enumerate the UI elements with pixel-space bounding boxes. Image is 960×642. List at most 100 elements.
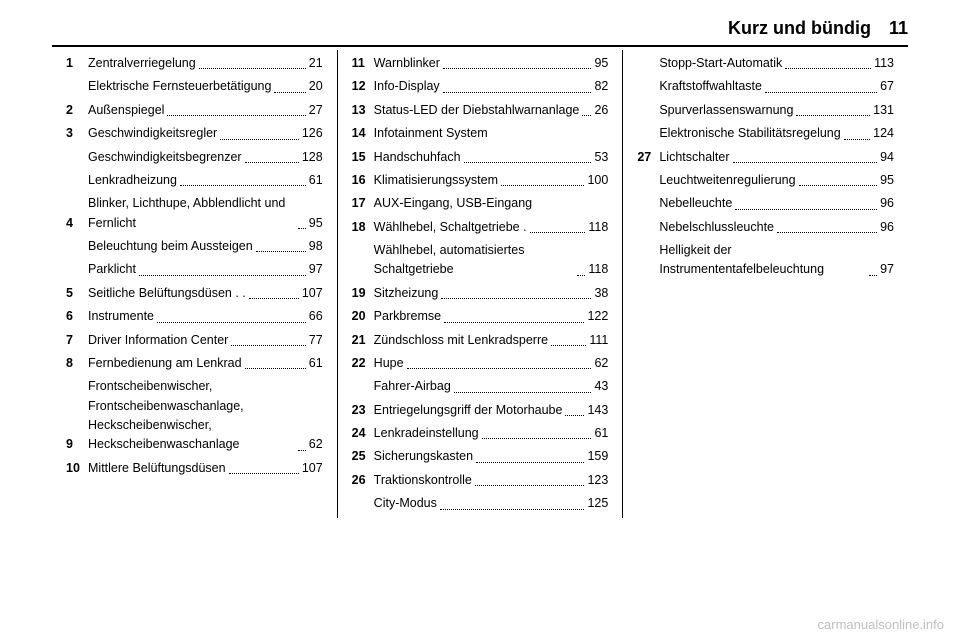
toc-entry: 4Blinker, Lichthupe, Abblendlicht und Fe… [66, 194, 323, 233]
toc-entry: 26Traktionskontrolle123 [352, 471, 609, 490]
entry-label: Wählhebel, Schaltgetriebe . [374, 218, 527, 237]
toc-entry: 2Außenspiegel27 [66, 101, 323, 120]
entry-page: 82 [594, 77, 608, 96]
toc-entry: 19Sitzheizung38 [352, 284, 609, 303]
entry-page: 61 [309, 171, 323, 190]
toc-entry: 25Sicherungskasten159 [352, 447, 609, 466]
leader-dots [298, 450, 306, 451]
entry-number: 26 [352, 471, 374, 490]
entry-page: 100 [587, 171, 608, 190]
entry-number: 9 [66, 435, 88, 454]
header-rule [52, 45, 908, 47]
toc-entry: Parklicht97 [66, 260, 323, 279]
entry-number: 16 [352, 171, 374, 190]
entry-page: 96 [880, 218, 894, 237]
toc-entry: Nebelschlussleuchte 96 [637, 218, 894, 237]
entry-label: Zündschloss mit Lenkradsperre [374, 331, 548, 350]
leader-dots [582, 115, 591, 116]
leader-dots [565, 415, 584, 416]
leader-dots [157, 322, 306, 323]
toc-entry: City-Modus 125 [352, 494, 609, 513]
entry-page: 159 [587, 447, 608, 466]
entry-number: 8 [66, 354, 88, 373]
entry-page: 125 [587, 494, 608, 513]
leader-dots [139, 275, 306, 276]
entry-number: 20 [352, 307, 374, 326]
entry-label: Lenkradheizung [88, 171, 177, 190]
entry-number: 10 [66, 459, 88, 478]
leader-dots [220, 139, 299, 140]
leader-dots [229, 473, 299, 474]
leader-dots [765, 92, 877, 93]
toc-entry: 27Lichtschalter94 [637, 148, 894, 167]
entry-number: 5 [66, 284, 88, 303]
entry-label: Geschwindigkeitsbegrenzer [88, 148, 242, 167]
entry-number: 15 [352, 148, 374, 167]
toc-entry: 11Warnblinker95 [352, 54, 609, 73]
entry-page: 98 [309, 237, 323, 256]
leader-dots [444, 322, 584, 323]
toc-entry: Kraftstoffwahltaste67 [637, 77, 894, 96]
entry-label: Außenspiegel [88, 101, 164, 120]
entry-page: 21 [309, 54, 323, 73]
toc-entry: Elektrische Fernsteuerbetätigung20 [66, 77, 323, 96]
entry-label: Nebelschlussleuchte [659, 218, 774, 237]
leader-dots [245, 162, 299, 163]
leader-dots [274, 92, 305, 93]
toc-entry: 8Fernbedienung am Lenkrad61 [66, 354, 323, 373]
leader-dots [245, 368, 306, 369]
toc-entry: 14Infotainment System [352, 124, 609, 143]
entry-label: Elektronische Stabilitätsregelung [659, 124, 840, 143]
entry-label: Infotainment System [374, 124, 488, 143]
header-title: Kurz und bündig [728, 18, 871, 39]
entry-label: Wählhebel, automatisiertes Schaltgetrieb… [374, 241, 575, 280]
leader-dots [440, 509, 585, 510]
leader-dots [167, 115, 305, 116]
leader-dots [454, 392, 592, 393]
entry-page: 111 [589, 331, 608, 350]
toc-entry: Nebelleuchte96 [637, 194, 894, 213]
entry-label: Fahrer-Airbag [374, 377, 451, 396]
entry-page: 95 [880, 171, 894, 190]
leader-dots [869, 275, 877, 276]
entry-page: 118 [588, 260, 608, 279]
entry-page: 62 [594, 354, 608, 373]
entry-page: 61 [594, 424, 608, 443]
toc-entry: 10Mittlere Belüftungsdüsen107 [66, 459, 323, 478]
entry-page: 126 [302, 124, 323, 143]
entry-number: 23 [352, 401, 374, 420]
page-container: Kurz und bündig 11 1Zentralverriegelung2… [52, 18, 908, 604]
columns-container: 1Zentralverriegelung21Elektrische Fernst… [52, 50, 908, 518]
leader-dots [551, 345, 586, 346]
toc-entry: 18Wählhebel, Schaltgetriebe .118 [352, 218, 609, 237]
toc-entry: 24Lenkradeinstellung61 [352, 424, 609, 443]
entry-label: Mittlere Belüftungsdüsen [88, 459, 226, 478]
entry-page: 20 [309, 77, 323, 96]
entry-label: Warnblinker [374, 54, 440, 73]
entry-page: 61 [309, 354, 323, 373]
entry-number: 3 [66, 124, 88, 143]
toc-entry: 16Klimatisierungssystem100 [352, 171, 609, 190]
entry-number: 13 [352, 101, 374, 120]
entry-page: 67 [880, 77, 894, 96]
leader-dots [180, 185, 306, 186]
entry-label: City-Modus [374, 494, 437, 513]
entry-number: 14 [352, 124, 374, 143]
leader-dots [298, 228, 306, 229]
toc-entry: 7Driver Information Center77 [66, 331, 323, 350]
entry-number: 27 [637, 148, 659, 167]
toc-entry: 17AUX-Eingang, USB-Eingang [352, 194, 609, 213]
column: 11Warnblinker9512Info-Display8213Status-… [337, 50, 623, 518]
entry-page: 123 [587, 471, 608, 490]
entry-label: AUX-Eingang, USB-Eingang [374, 194, 532, 213]
entry-page: 95 [594, 54, 608, 73]
entry-page: 95 [309, 214, 323, 233]
toc-entry: Geschwindigkeitsbegrenzer128 [66, 148, 323, 167]
toc-entry: 23Entriegelungsgriff der Motorhaube143 [352, 401, 609, 420]
entry-label: Zentralverriegelung [88, 54, 196, 73]
leader-dots [530, 232, 586, 233]
leader-dots [501, 185, 584, 186]
entry-page: 94 [880, 148, 894, 167]
leader-dots [443, 68, 592, 69]
leader-dots [733, 162, 878, 163]
